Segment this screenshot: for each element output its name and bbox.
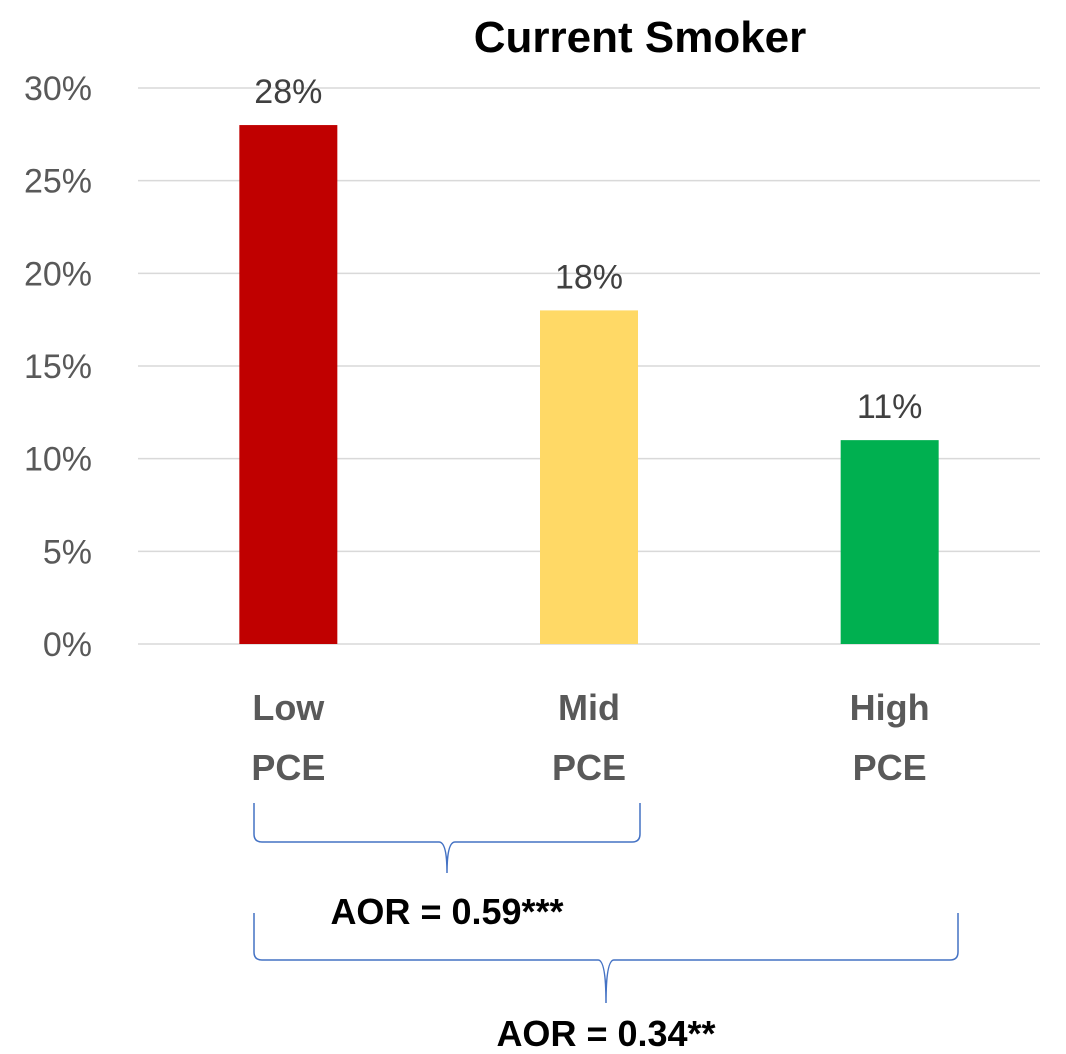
y-tick-label: 25%: [24, 163, 92, 201]
bars: [239, 125, 938, 644]
annotation-label: AOR = 0.34**: [496, 1013, 715, 1054]
y-axis-ticks: 0% 5% 10% 15% 20% 25% 30%: [24, 70, 92, 664]
category-label-line: High: [850, 687, 930, 728]
bar: [841, 440, 939, 644]
category-label-line: Low: [252, 687, 325, 728]
annotations: AOR = 0.59*** AOR = 0.34**: [254, 803, 958, 1054]
y-tick-label: 0%: [43, 626, 92, 664]
data-label: 28%: [254, 73, 322, 111]
y-tick-label: 30%: [24, 70, 92, 108]
data-label: 11%: [857, 388, 923, 426]
y-tick-label: 10%: [24, 441, 92, 479]
bar: [540, 310, 638, 644]
chart-title: Current Smoker: [474, 13, 807, 62]
category-label: Low PCE: [251, 687, 325, 788]
category-label: Mid PCE: [552, 687, 626, 788]
category-label-line: Mid: [558, 687, 620, 728]
category-label-line: PCE: [853, 747, 927, 788]
bar: [239, 125, 337, 644]
y-tick-label: 5%: [43, 533, 92, 571]
category-label-line: PCE: [552, 747, 626, 788]
category-label: High PCE: [850, 687, 930, 788]
data-label: 18%: [555, 258, 623, 296]
annotation-label: AOR = 0.59***: [330, 891, 563, 932]
comparison-brace: [254, 803, 640, 873]
category-label-line: PCE: [251, 747, 325, 788]
y-tick-label: 20%: [24, 255, 92, 293]
x-axis-categories: Low PCE Mid PCE High PCE: [251, 687, 929, 788]
y-tick-label: 15%: [24, 348, 92, 386]
